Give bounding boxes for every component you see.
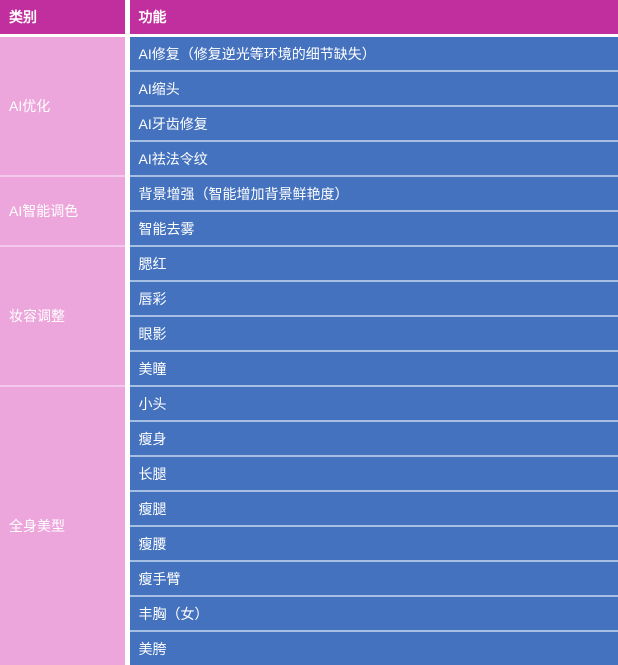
table-row: 妆容调整 腮红 [0, 245, 618, 386]
table-row: 眼影 [0, 315, 618, 351]
table-row: 全身美型 小头 [0, 385, 618, 665]
table-row: 美瞳 [0, 350, 618, 386]
category-cell-ai-color: AI智能调色 [0, 175, 130, 246]
table-row: 唇彩 [0, 280, 618, 316]
function-cell: 丰胸（女） [127, 595, 618, 631]
function-cell: AI牙齿修复 [127, 105, 618, 141]
header-cell-function: 功能 [127, 0, 618, 36]
function-cell: 眼影 [127, 315, 618, 351]
table-row: 长腿 [0, 455, 618, 491]
function-cell: 背景增强（智能增加背景鲜艳度） [127, 175, 618, 211]
function-cell: 瘦身 [127, 420, 618, 456]
table-row: AI缩头 [0, 70, 618, 106]
table-row: AI祛法令纹 [0, 140, 618, 176]
function-cell: 瘦手臂 [127, 560, 618, 596]
function-cell: AI修复（修复逆光等环境的细节缺失） [127, 34, 618, 71]
category-cell-makeup: 妆容调整 [0, 245, 130, 386]
header-row: 类别 功能 [0, 0, 618, 36]
header-cell-category: 类别 [0, 0, 130, 36]
function-cell: AI缩头 [127, 70, 618, 106]
table-row: 瘦腿 [0, 490, 618, 526]
function-cell: 美瞳 [127, 350, 618, 386]
function-cell: 瘦腿 [127, 490, 618, 526]
function-cell: 唇彩 [127, 280, 618, 316]
table-row: 智能去雾 [0, 210, 618, 246]
function-cell: 智能去雾 [127, 210, 618, 246]
table-row: AI优化 AI修复（修复逆光等环境的细节缺失） [0, 34, 618, 176]
function-cell: 小头 [127, 385, 618, 421]
function-cell: 美胯 [127, 630, 618, 665]
table-row: 瘦腰 [0, 525, 618, 561]
table-row: AI智能调色 背景增强（智能增加背景鲜艳度） [0, 175, 618, 246]
table-row: 瘦手臂 [0, 560, 618, 596]
function-cell: 瘦腰 [127, 525, 618, 561]
table-row: 瘦身 [0, 420, 618, 456]
table-row: 丰胸（女） [0, 595, 618, 631]
function-cell: 长腿 [127, 455, 618, 491]
category-cell-body-shape: 全身美型 [0, 385, 130, 665]
table-row: AI牙齿修复 [0, 105, 618, 141]
function-cell: 腮红 [127, 245, 618, 281]
category-cell-ai-optimize: AI优化 [0, 34, 130, 176]
function-cell: AI祛法令纹 [127, 140, 618, 176]
